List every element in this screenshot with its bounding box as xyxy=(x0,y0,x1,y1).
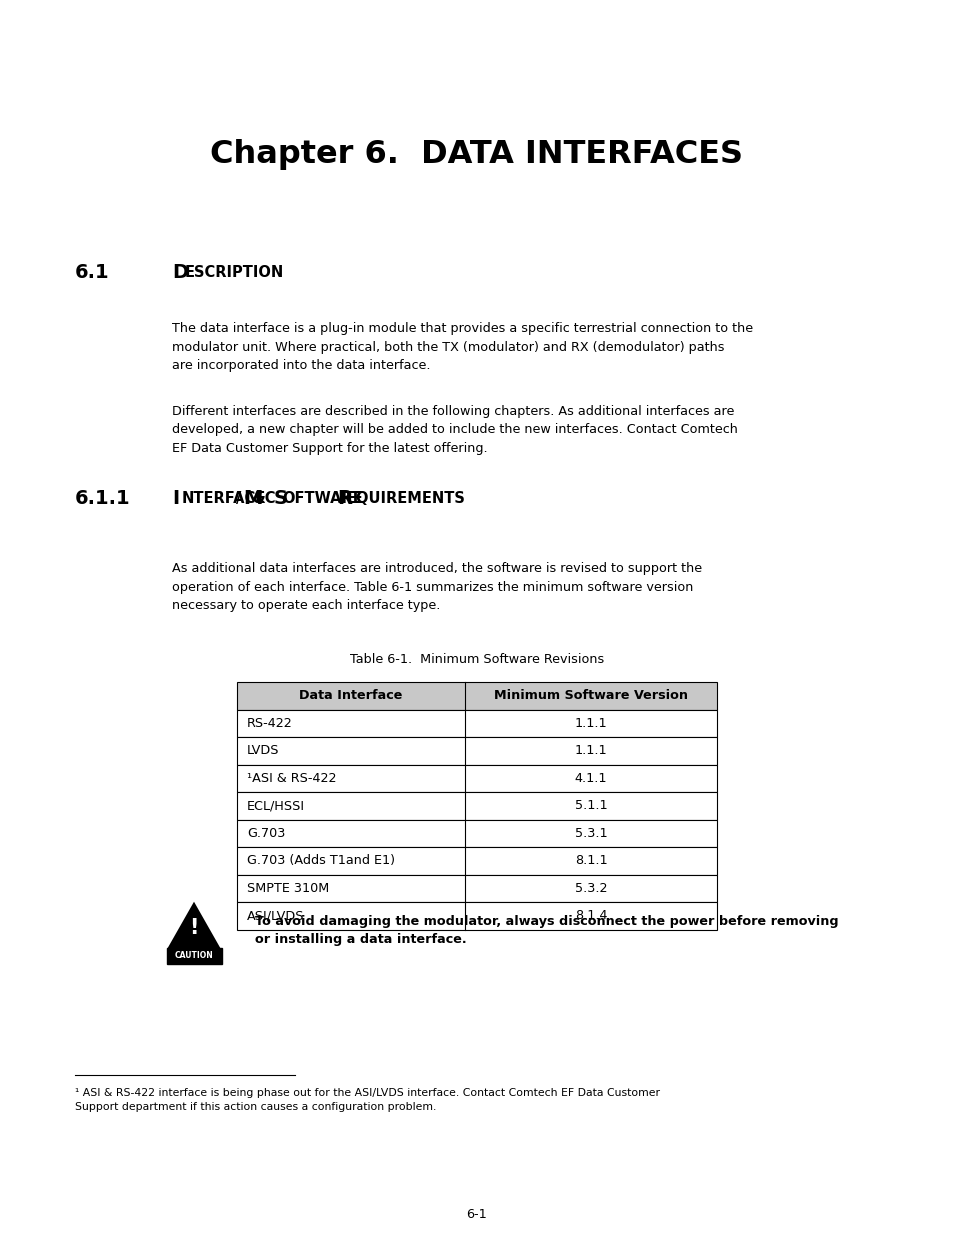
Text: G.703 (Adds T1and E1): G.703 (Adds T1and E1) xyxy=(247,855,395,867)
Text: OFTWARE: OFTWARE xyxy=(282,490,363,505)
Text: !: ! xyxy=(189,918,198,939)
Text: 1.1.1: 1.1.1 xyxy=(574,745,607,757)
Text: 6.1: 6.1 xyxy=(75,263,110,282)
Text: CAUTION: CAUTION xyxy=(174,951,213,961)
Bar xyxy=(236,709,717,737)
Text: M: M xyxy=(243,489,262,508)
Bar xyxy=(236,737,717,764)
Text: R: R xyxy=(337,489,353,508)
Text: Minimum Software Version: Minimum Software Version xyxy=(494,689,687,703)
Text: To avoid damaging the modulator, always disconnect the power before removing
or : To avoid damaging the modulator, always … xyxy=(254,915,838,946)
Text: S: S xyxy=(273,489,287,508)
Text: 8.1.4: 8.1.4 xyxy=(574,909,607,923)
Bar xyxy=(236,764,717,792)
Text: Different interfaces are described in the following chapters. As additional inte: Different interfaces are described in th… xyxy=(172,405,737,454)
Bar xyxy=(236,682,717,709)
Text: 6-1: 6-1 xyxy=(466,1209,487,1221)
Text: 5.1.1: 5.1.1 xyxy=(574,799,607,813)
Text: G.703: G.703 xyxy=(247,826,285,840)
Text: ¹ ASI & RS-422 interface is being phase out for the ASI/LVDS interface. Contact : ¹ ASI & RS-422 interface is being phase … xyxy=(75,1088,659,1112)
Text: Data Interface: Data Interface xyxy=(299,689,402,703)
Text: As additional data interfaces are introduced, the software is revised to support: As additional data interfaces are introd… xyxy=(172,562,701,613)
Text: SMPTE 310M: SMPTE 310M xyxy=(247,882,329,894)
Text: 4.1.1: 4.1.1 xyxy=(574,772,607,784)
Text: 5.3.1: 5.3.1 xyxy=(574,826,607,840)
Text: ECL/HSSI: ECL/HSSI xyxy=(247,799,305,813)
Text: ASI/LVDS: ASI/LVDS xyxy=(247,909,304,923)
Text: /: / xyxy=(236,490,241,505)
Bar xyxy=(236,820,717,847)
Text: ¹ASI & RS-422: ¹ASI & RS-422 xyxy=(247,772,336,784)
Bar xyxy=(236,902,717,930)
Bar xyxy=(236,792,717,820)
Text: Table 6-1.  Minimum Software Revisions: Table 6-1. Minimum Software Revisions xyxy=(350,653,603,666)
Text: I: I xyxy=(172,489,179,508)
Polygon shape xyxy=(169,904,219,947)
Text: EQUIREMENTS: EQUIREMENTS xyxy=(347,490,465,505)
Text: 6.1.1: 6.1.1 xyxy=(75,489,131,508)
Text: Chapter 6.  DATA INTERFACES: Chapter 6. DATA INTERFACES xyxy=(211,140,742,170)
Bar xyxy=(236,874,717,902)
Text: &C: &C xyxy=(253,490,275,505)
Text: 1.1.1: 1.1.1 xyxy=(574,716,607,730)
Text: ESCRIPTION: ESCRIPTION xyxy=(184,264,283,279)
Text: 5.3.2: 5.3.2 xyxy=(574,882,607,894)
Bar xyxy=(236,847,717,874)
Text: RS-422: RS-422 xyxy=(247,716,293,730)
Text: LVDS: LVDS xyxy=(247,745,279,757)
Text: The data interface is a plug-in module that provides a specific terrestrial conn: The data interface is a plug-in module t… xyxy=(172,322,752,372)
Text: 8.1.1: 8.1.1 xyxy=(574,855,607,867)
Text: D: D xyxy=(172,263,188,282)
Bar xyxy=(167,947,221,963)
Text: NTERFACE: NTERFACE xyxy=(181,490,265,505)
